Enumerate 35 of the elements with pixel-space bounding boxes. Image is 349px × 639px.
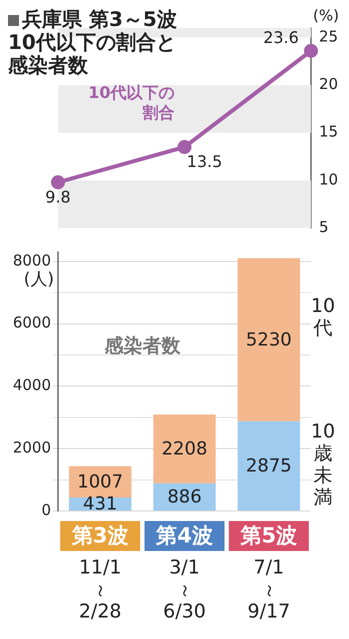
bar [238,258,300,422]
y-tick-label: 2000 [12,438,51,456]
y-tick-label: 20 [319,75,338,94]
chart-title: 兵庫県 第3～5波10代以下の割合と感染者数 [8,7,177,77]
data-label: 2208 [162,438,208,460]
y-tick-label: 8000 [12,251,51,270]
data-label: 886 [167,486,202,508]
point [304,44,318,58]
series-label: 10代以下の割合 [88,83,174,122]
data-label: 1007 [77,472,124,493]
series-label: 10代 [310,295,336,340]
y-axis-title: (人) [24,269,54,290]
y-tick-label: 25 [319,27,338,46]
data-label: 13.5 [186,152,222,172]
annotation: 感染者数 [103,334,182,357]
series-label: 10歳未満 [310,420,336,509]
point [51,175,65,190]
y-tick-label: 5 [319,218,329,236]
x-tick-label: 第5波 7/1～9/17 [240,523,298,622]
data-label: 2875 [246,456,292,477]
x-tick-label: 第3波 11/1～2/28 [70,523,128,622]
point [178,140,192,154]
data-label: 5230 [246,329,292,350]
x-tick-label: 第4波 3/1～6/30 [155,523,213,622]
y-tick-label: 6000 [12,314,51,332]
bar [153,414,216,484]
y-tick-label: 4000 [12,376,51,394]
y-tick-label: 10 [319,170,338,188]
data-label: 23.6 [263,28,299,48]
y-tick-label: 15 [319,122,338,141]
y-tick-label: 0 [41,500,51,519]
y-axis-title: (%) [313,6,339,24]
data-label: 9.8 [45,187,71,206]
bar [238,421,300,510]
data-label: 431 [82,494,118,515]
